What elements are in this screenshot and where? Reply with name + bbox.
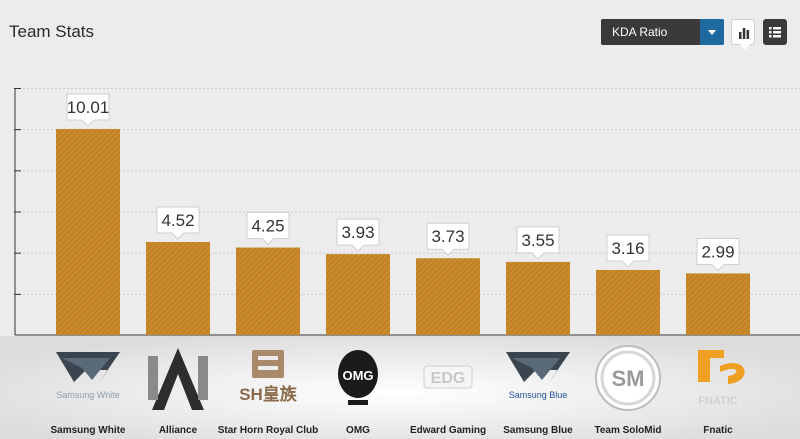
category-label: Samsung Blue (503, 425, 573, 436)
bar[interactable] (326, 254, 390, 335)
bar[interactable] (56, 128, 120, 335)
logo-shelf (0, 336, 800, 439)
data-label: 3.73 (426, 222, 470, 256)
data-label: 4.25 (246, 212, 290, 246)
edward-gaming-logo-icon: EDG (423, 365, 473, 389)
category-label: Samsung White (50, 425, 125, 436)
category-label: Team SoloMid (594, 425, 661, 436)
data-label: 3.93 (336, 218, 380, 252)
data-label: 4.52 (156, 206, 200, 240)
bar[interactable] (236, 247, 300, 335)
bar[interactable] (506, 261, 570, 335)
data-label: 3.16 (606, 234, 650, 268)
chevron-down-icon (708, 30, 716, 35)
alliance-logo-icon (148, 348, 208, 410)
dropdown-toggle[interactable] (700, 19, 724, 45)
data-label-text: 10.01 (67, 98, 110, 117)
data-label: 3.55 (516, 226, 560, 260)
data-label-text: 4.25 (251, 217, 284, 236)
data-label: 10.01 (66, 93, 110, 127)
data-label-text: 3.16 (611, 239, 644, 258)
metric-select[interactable]: KDA Ratio (601, 19, 724, 45)
svg-text:EDG: EDG (431, 370, 466, 387)
data-label-text: 3.55 (521, 231, 554, 250)
list-view-button[interactable] (763, 19, 787, 45)
data-label-text: 2.99 (701, 242, 734, 261)
svg-text:FNATIC: FNATIC (698, 395, 738, 407)
category-label: Star Horn Royal Club (218, 425, 319, 436)
svg-text:SM: SM (612, 366, 645, 391)
category-label: Fnatic (703, 425, 733, 436)
data-label-text: 3.93 (341, 223, 374, 242)
bar[interactable] (686, 273, 750, 335)
data-label-text: 4.52 (161, 211, 194, 230)
data-label: 2.99 (696, 237, 740, 272)
svg-text:OMG: OMG (342, 368, 373, 383)
team-solomid-logo-icon: SM (595, 345, 661, 411)
list-icon (769, 27, 781, 38)
omg-logo-icon: OMG (338, 350, 378, 405)
metric-select-value: KDA Ratio (612, 25, 668, 39)
category-label: OMG (346, 425, 370, 436)
bar[interactable] (146, 241, 210, 335)
star-horn-royal-club-logo-icon: SH皇族 (239, 350, 298, 404)
data-label-text: 3.73 (431, 227, 464, 246)
bar[interactable] (596, 269, 660, 335)
category-label: Alliance (159, 425, 198, 436)
svg-text:Samsung Blue: Samsung Blue (509, 390, 568, 400)
samsung-blue-logo-icon: Samsung Blue (506, 352, 570, 400)
bar[interactable] (416, 258, 480, 335)
page-title: Team Stats (9, 22, 95, 41)
bar-chart-icon (739, 28, 750, 39)
fnatic-logo-icon: FNATIC (698, 350, 745, 407)
category-label: Edward Gaming (410, 425, 486, 436)
samsung-white-logo-icon: Samsung White (56, 352, 120, 400)
svg-text:SH皇族: SH皇族 (239, 384, 298, 404)
chart-view-button[interactable] (731, 19, 755, 50)
svg-text:Samsung White: Samsung White (56, 390, 120, 400)
